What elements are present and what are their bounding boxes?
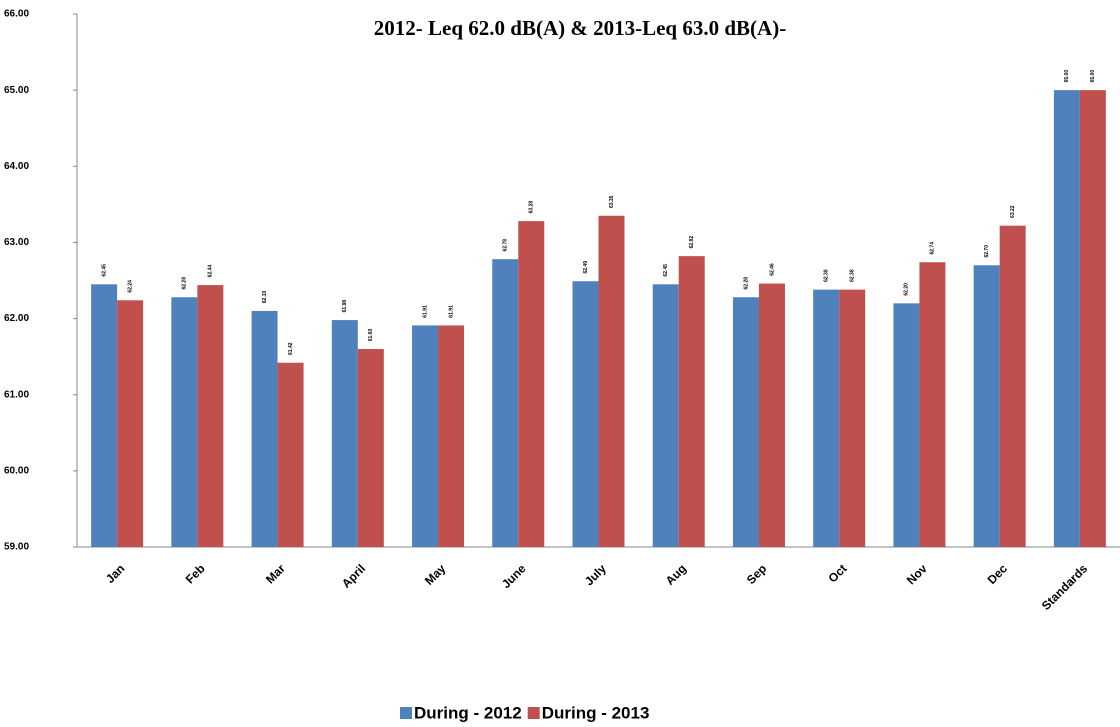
legend-swatch bbox=[527, 707, 540, 719]
legend-swatch bbox=[400, 707, 412, 719]
x-tick-label: Sep bbox=[744, 561, 769, 586]
data-label: 62.46 bbox=[769, 263, 775, 276]
data-label: 62.74 bbox=[930, 242, 936, 255]
y-tick-label: 65.00 bbox=[4, 85, 29, 96]
data-label: 63.22 bbox=[1010, 205, 1016, 218]
data-label: 61.42 bbox=[288, 342, 294, 355]
data-label: 61.98 bbox=[342, 300, 348, 313]
bar bbox=[919, 262, 946, 547]
data-label: 62.38 bbox=[850, 269, 856, 282]
y-tick-label: 60.00 bbox=[4, 465, 29, 476]
bar bbox=[839, 289, 866, 547]
x-tick-label: Nov bbox=[904, 561, 930, 587]
bar bbox=[678, 256, 705, 547]
bar bbox=[652, 284, 679, 547]
bar bbox=[999, 225, 1026, 548]
bar bbox=[973, 265, 1000, 547]
x-tick-label: Jan bbox=[103, 561, 128, 586]
bar bbox=[1053, 90, 1080, 548]
x-tick-label: Feb bbox=[183, 561, 208, 586]
data-label: 62.28 bbox=[182, 277, 188, 290]
data-label: 65.00 bbox=[1090, 70, 1096, 83]
bar bbox=[492, 259, 519, 547]
bar bbox=[598, 215, 625, 547]
data-label: 62.10 bbox=[262, 290, 268, 303]
bar bbox=[572, 281, 599, 547]
bar bbox=[197, 285, 224, 547]
data-label: 61.91 bbox=[422, 305, 428, 318]
data-label: 62.38 bbox=[824, 269, 830, 282]
y-tick-label: 66.00 bbox=[4, 9, 29, 20]
y-tick-label: 61.00 bbox=[4, 389, 29, 400]
x-tick-label: June bbox=[499, 561, 529, 591]
data-label: 62.24 bbox=[127, 280, 133, 293]
y-tick-label: 64.00 bbox=[4, 161, 29, 172]
data-label: 62.70 bbox=[984, 245, 990, 258]
data-label: 63.28 bbox=[529, 201, 535, 214]
bar bbox=[171, 297, 198, 547]
data-label: 61.60 bbox=[368, 329, 374, 342]
data-label: 63.35 bbox=[609, 195, 615, 208]
bar bbox=[277, 362, 304, 547]
x-tick-label: Dec bbox=[985, 561, 1011, 587]
x-tick-label: Aug bbox=[663, 561, 689, 587]
y-tick-label: 59.00 bbox=[4, 542, 29, 553]
bar bbox=[331, 320, 358, 547]
y-tick-label: 63.00 bbox=[4, 237, 29, 248]
data-label: 62.82 bbox=[689, 236, 695, 249]
x-tick-label: Standards bbox=[1039, 561, 1091, 613]
bar bbox=[251, 310, 278, 547]
legend-label: During - 2013 bbox=[542, 703, 650, 722]
x-tick-label: Mar bbox=[263, 561, 288, 586]
bar bbox=[91, 284, 118, 547]
bar bbox=[117, 300, 144, 547]
x-tick-label: May bbox=[422, 561, 449, 588]
data-label: 61.91 bbox=[448, 305, 454, 318]
chart-title: 2012- Leq 62.0 dB(A) & 2013-Leq 63.0 dB(… bbox=[374, 16, 786, 40]
data-label: 62.49 bbox=[583, 261, 589, 274]
x-tick-label: April bbox=[339, 561, 368, 590]
x-tick-label: July bbox=[582, 561, 609, 588]
bar bbox=[893, 303, 920, 547]
bar bbox=[357, 349, 384, 547]
data-label: 62.45 bbox=[663, 264, 669, 277]
data-label: 62.78 bbox=[503, 239, 509, 252]
data-label: 62.20 bbox=[904, 283, 910, 296]
legend-label: During - 2012 bbox=[414, 703, 522, 722]
data-label: 65.00 bbox=[1064, 70, 1070, 83]
bar bbox=[732, 297, 759, 547]
data-label: 62.28 bbox=[743, 277, 749, 290]
x-tick-label: Oct bbox=[826, 561, 850, 585]
y-tick-label: 62.00 bbox=[4, 313, 29, 324]
bar bbox=[1079, 90, 1106, 548]
data-label: 62.44 bbox=[208, 265, 214, 278]
data-label: 62.45 bbox=[101, 264, 107, 277]
bar bbox=[438, 325, 465, 547]
bar bbox=[813, 289, 840, 547]
bar bbox=[412, 325, 439, 547]
bar bbox=[758, 283, 785, 547]
bar bbox=[518, 221, 545, 547]
